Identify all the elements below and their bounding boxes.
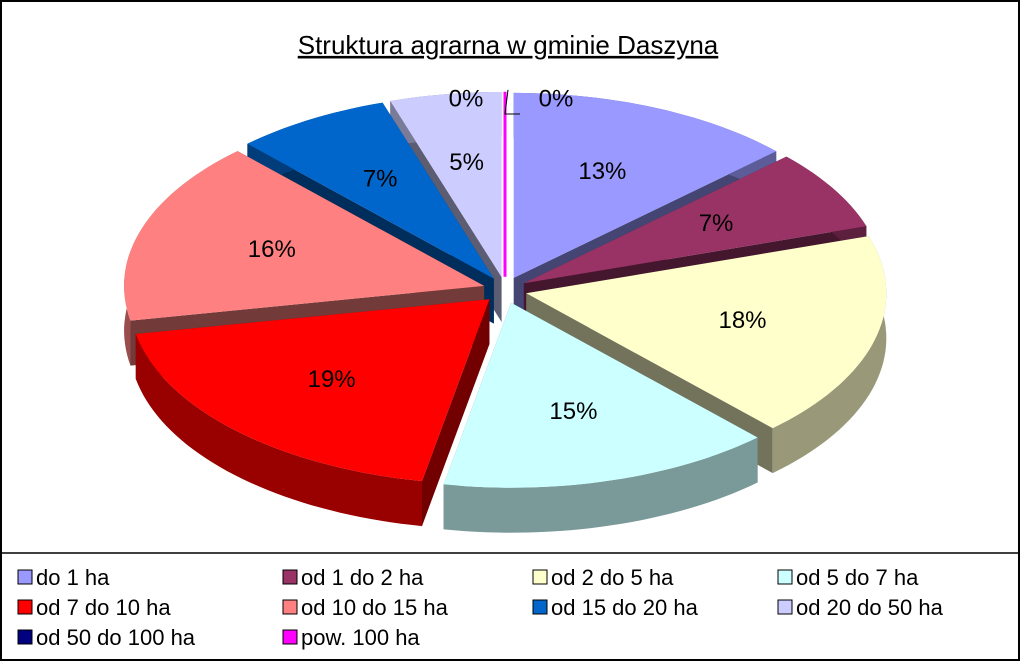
legend-swatch xyxy=(532,599,548,615)
legend-swatch xyxy=(282,569,298,585)
slice xyxy=(443,302,758,488)
slice-wall xyxy=(772,236,887,474)
slice-side xyxy=(422,299,490,527)
legend-label: od 2 do 5 ha xyxy=(551,565,674,590)
data-label: 0% xyxy=(449,85,484,112)
legend-label: od 15 do 20 ha xyxy=(551,595,699,620)
data-label: 16% xyxy=(248,236,296,263)
slice-wall xyxy=(135,334,423,527)
slice xyxy=(513,92,777,278)
legend-label: pow. 100 ha xyxy=(301,625,420,650)
legend-label: od 7 do 10 ha xyxy=(36,595,171,620)
legend-swatch xyxy=(17,569,33,585)
legend-swatch xyxy=(17,629,33,645)
legend-swatch xyxy=(282,629,298,645)
legend-label: od 5 do 7 ha xyxy=(796,565,919,590)
legend-label: do 1 ha xyxy=(36,565,110,590)
chart-title: Struktura agrarna w gminie Daszyna xyxy=(298,30,719,60)
slice-wall xyxy=(443,437,758,533)
data-label: 7% xyxy=(363,165,398,192)
legend-label: od 1 do 2 ha xyxy=(301,565,424,590)
data-label: 15% xyxy=(549,398,597,425)
leader-line xyxy=(504,89,520,115)
legend-label: od 20 do 50 ha xyxy=(796,595,944,620)
legend-swatch xyxy=(282,599,298,615)
slice xyxy=(523,156,867,284)
legend-label: od 10 do 15 ha xyxy=(301,595,449,620)
legend-label: od 50 do 100 ha xyxy=(36,625,196,650)
slice xyxy=(135,299,490,482)
legend-box xyxy=(0,552,1020,661)
legend-swatch xyxy=(777,569,793,585)
data-label: 19% xyxy=(308,366,356,393)
slice xyxy=(124,151,485,321)
slice xyxy=(247,102,494,279)
slice xyxy=(526,236,887,429)
legend-swatch xyxy=(777,599,793,615)
legend-swatch xyxy=(532,569,548,585)
data-label: 0% xyxy=(539,85,574,112)
data-label: 5% xyxy=(449,149,484,176)
data-label: 18% xyxy=(718,307,766,334)
legend-swatch xyxy=(17,599,33,615)
slice xyxy=(390,92,502,277)
data-label: 7% xyxy=(699,210,734,237)
data-label: 13% xyxy=(578,158,626,185)
